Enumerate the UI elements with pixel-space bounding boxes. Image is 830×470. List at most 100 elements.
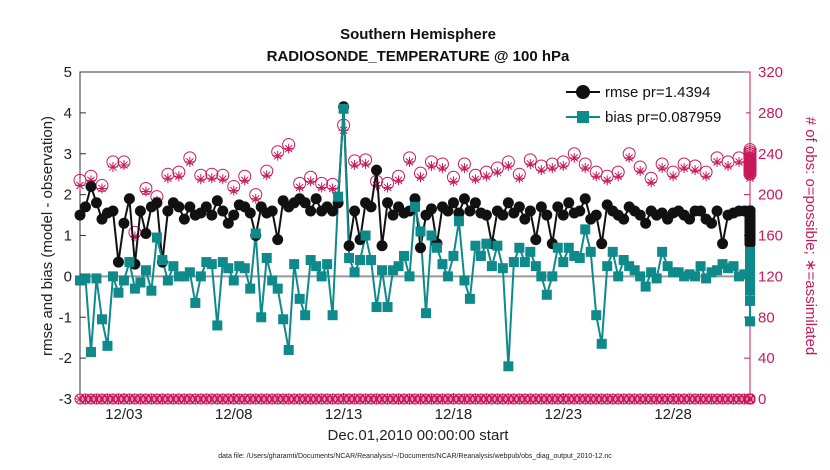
rmse-point — [497, 209, 509, 221]
bias-point — [294, 293, 305, 304]
rmse-point — [90, 197, 102, 209]
rmse-point — [480, 209, 492, 221]
bias-point — [503, 361, 514, 372]
obs-assimilated-star — [190, 394, 201, 404]
bias-point — [739, 269, 750, 280]
y-tick-label: 5 — [64, 64, 72, 81]
bias-point — [333, 191, 344, 202]
obs-assimilated-star — [245, 394, 256, 404]
y-axis-label-right: # of obs: o=possible; ∗=assimilated — [802, 117, 819, 356]
rmse-point — [579, 193, 591, 205]
obs-assimilated-star — [294, 182, 305, 193]
obs-assimilated-star — [712, 394, 723, 404]
obs-assimilated-star — [668, 171, 679, 182]
obs-assimilated-star — [492, 167, 503, 178]
bias-point — [245, 283, 256, 294]
bias-point — [651, 273, 662, 284]
legend: rmse pr=1.4394 bias pr=0.087959 — [560, 78, 746, 132]
bias-point — [157, 255, 168, 266]
chart-title: Southern Hemisphere — [340, 26, 496, 43]
rmse-point — [211, 195, 223, 207]
obs-assimilated-star — [591, 394, 602, 404]
obs-assimilated-star — [333, 394, 344, 404]
obs-assimilated-star — [684, 394, 695, 404]
y-right-tick-label: 160 — [758, 228, 783, 245]
bias-point — [657, 246, 668, 257]
data-file-footer: data file: /Users/gharamti/Documents/NCA… — [218, 453, 612, 460]
bias-point — [723, 263, 734, 274]
obs-assimilated-star — [382, 394, 393, 404]
rmse-point — [371, 164, 383, 176]
bias-point — [195, 271, 206, 282]
legend-bias-marker — [577, 111, 589, 123]
bias-point — [497, 263, 508, 274]
obs-assimilated-star — [734, 156, 745, 167]
obs-assimilated-star — [679, 163, 690, 174]
bias-point — [536, 271, 547, 282]
bias-point — [547, 271, 558, 282]
obs-assimilated-star — [640, 394, 651, 404]
bias-point — [322, 259, 333, 270]
obs-assimilated-star — [96, 394, 107, 404]
rmse-point — [563, 197, 575, 209]
bias-point — [569, 250, 580, 261]
bias-point — [470, 240, 481, 251]
bias-point — [349, 267, 360, 278]
bias-point — [453, 216, 464, 227]
obs-assimilated-star — [596, 394, 607, 404]
obs-assimilated-star — [514, 394, 525, 404]
obs-assimilated-star — [448, 394, 459, 404]
obs-assimilated-star — [646, 394, 657, 404]
obs-assimilated-star — [558, 161, 569, 172]
y-right-tick-label: 240 — [758, 146, 783, 163]
rmse-point — [744, 217, 756, 229]
y-tick-label: -1 — [59, 309, 72, 326]
obs-assimilated-star — [470, 394, 481, 404]
obs-assimilated-star — [388, 394, 399, 404]
obs-assimilated-star — [585, 394, 596, 404]
bias-point — [618, 255, 629, 266]
obs-assimilated-star — [745, 394, 755, 404]
obs-assimilated-star — [371, 394, 382, 404]
bias-point — [399, 250, 410, 261]
bias-point — [745, 285, 755, 296]
rmse-point — [112, 256, 124, 268]
rmse-point — [711, 205, 723, 217]
rmse-point — [530, 234, 542, 246]
obs-assimilated-star — [316, 394, 327, 404]
obs-assimilated-star — [541, 394, 552, 404]
bias-point — [184, 267, 195, 278]
rmse-point — [222, 217, 234, 229]
obs-assimilated-star — [503, 161, 514, 172]
bias-point — [91, 273, 102, 284]
obs-assimilated-star — [206, 173, 217, 184]
obs-assimilated-star — [613, 394, 624, 404]
obs-assimilated-star — [140, 394, 151, 404]
bias-point — [300, 310, 311, 321]
bias-point — [679, 271, 690, 282]
obs-assimilated-star — [525, 158, 536, 169]
bias-point — [745, 255, 755, 266]
obs-assimilated-star — [497, 394, 508, 404]
obs-assimilated-star — [492, 394, 503, 404]
obs-assimilated-star — [739, 394, 750, 404]
bias-point — [745, 295, 755, 306]
bias-point — [234, 261, 245, 272]
bias-point — [596, 338, 607, 349]
bias-point — [382, 302, 393, 313]
rmse-point — [640, 217, 652, 229]
obs-assimilated-star — [410, 394, 420, 404]
obs-assimilated-star — [234, 394, 245, 404]
obs-assimilated-star — [85, 175, 96, 186]
bias-point — [591, 310, 602, 321]
obs-assimilated-star — [382, 182, 393, 193]
rmse-point — [552, 201, 564, 213]
obs-assimilated-star — [217, 394, 228, 404]
obs-assimilated-star — [514, 173, 525, 184]
rmse-point — [305, 205, 317, 217]
y-tick-label: 3 — [64, 146, 72, 163]
bias-point — [228, 275, 239, 286]
rmse-point — [206, 209, 218, 221]
obs-assimilated-star — [289, 394, 300, 404]
obs-assimilated-star — [349, 394, 360, 404]
